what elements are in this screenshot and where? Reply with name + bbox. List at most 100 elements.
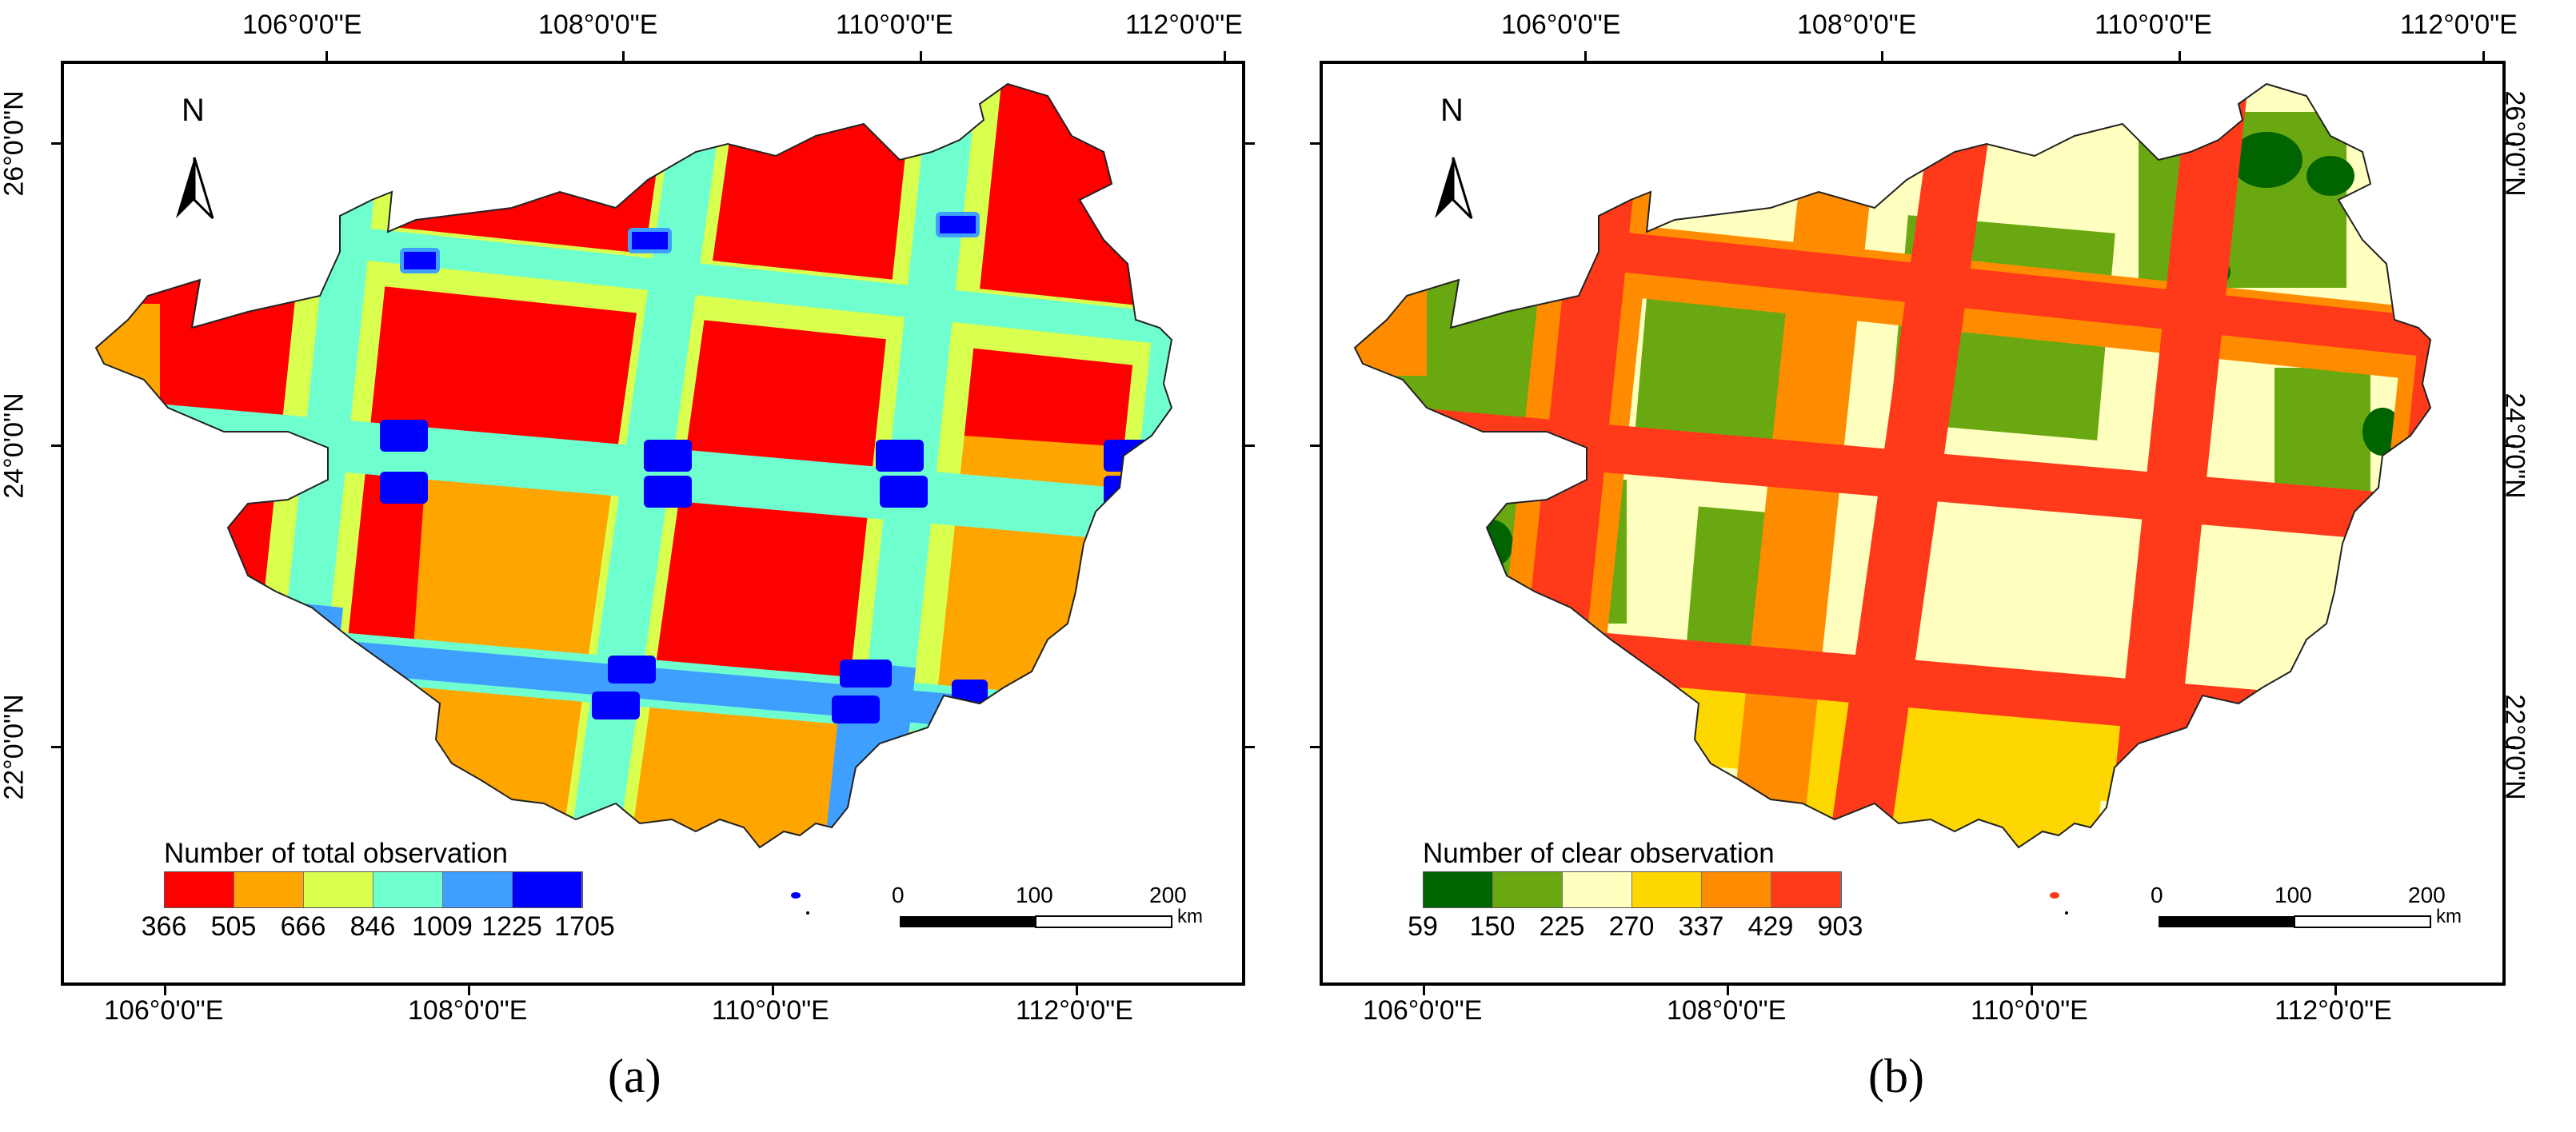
longitude-label: 108°0'0"E — [1797, 10, 1917, 40]
tick-mark — [2031, 986, 2033, 995]
legend-break-label: 59 — [1408, 911, 1438, 942]
longitude-label: 106°0'0"E — [104, 995, 224, 1026]
latitude-label: 24°0'0"N — [2499, 393, 2530, 499]
legend-title: Number of clear observation — [1423, 838, 1775, 869]
legend-swatch — [165, 872, 234, 907]
tick-mark — [1881, 51, 1883, 61]
map-b-graphic — [1353, 82, 2432, 928]
longitude-label: 108°0'0"E — [408, 995, 528, 1026]
legend-break-label: 846 — [349, 911, 396, 942]
legend-swatch — [1771, 872, 1841, 907]
legend-swatch — [443, 872, 513, 907]
legend-swatch — [234, 872, 304, 907]
legend-swatch — [1702, 872, 1771, 907]
tick-mark — [1310, 746, 1320, 748]
legend-break-label: 666 — [280, 911, 326, 942]
legend-color-bar — [164, 871, 583, 908]
north-arrow-icon — [1435, 157, 1473, 220]
tick-mark — [51, 746, 61, 748]
north-label: N — [1440, 93, 1464, 128]
longitude-label: 106°0'0"E — [1501, 10, 1621, 40]
longitude-label: 110°0'0"E — [1971, 995, 2088, 1026]
tick-mark — [1423, 986, 1425, 995]
longitude-label: 108°0'0"E — [538, 10, 658, 40]
tick-mark — [1310, 142, 1320, 145]
legend-swatch — [304, 872, 373, 907]
map-a-graphic — [94, 82, 1173, 928]
scale-tick-label: 200 — [1149, 883, 1187, 907]
tick-mark — [468, 986, 470, 995]
longitude-label: 110°0'0"E — [712, 995, 829, 1026]
longitude-label: 108°0'0"E — [1667, 995, 1787, 1026]
tick-mark — [2334, 986, 2337, 995]
tick-mark — [2506, 444, 2515, 447]
tick-mark — [1224, 51, 1226, 61]
legend-break-label: 429 — [1747, 911, 1794, 942]
legend-break-label: 225 — [1539, 911, 1585, 942]
map-panel-b: N Number of clear observation 59 150 225… — [1320, 61, 2506, 986]
scale-bar-icon — [2159, 915, 2431, 928]
scale-unit: km — [2436, 906, 2462, 927]
tick-mark — [1076, 986, 1078, 995]
tick-mark — [2482, 51, 2485, 61]
longitude-label: 106°0'0"E — [242, 10, 362, 40]
panel-caption-a: (a) — [608, 1050, 661, 1102]
map-panel-a: N Number of total observation 366 505 66… — [61, 61, 1245, 986]
tick-mark — [51, 142, 61, 145]
tick-mark — [1584, 51, 1587, 61]
tick-mark — [2179, 51, 2181, 61]
longitude-label: 110°0'0"E — [836, 10, 953, 40]
latitude-label: 26°0'0"N — [0, 90, 30, 197]
legend-break-label: 1225 — [481, 911, 542, 942]
scale-tick-label: 200 — [2408, 883, 2446, 907]
longitude-label: 112°0'0"E — [2400, 10, 2518, 40]
tick-mark — [325, 51, 328, 61]
longitude-label: 106°0'0"E — [1363, 995, 1483, 1026]
legend-title: Number of total observation — [164, 838, 508, 869]
legend-break-label: 270 — [1608, 911, 1655, 942]
tick-mark — [1245, 142, 1255, 145]
longitude-label: 112°0'0"E — [2274, 995, 2392, 1026]
tick-mark — [1310, 444, 1320, 447]
panel-caption-b: (b) — [1868, 1050, 1924, 1102]
latitude-label: 22°0'0"N — [0, 694, 30, 800]
legend-swatch — [1632, 872, 1702, 907]
scale-bar-icon — [900, 915, 1172, 928]
legend-break-label: 903 — [1817, 911, 1863, 942]
legend-swatch — [1563, 872, 1632, 907]
tick-mark — [164, 986, 166, 995]
legend-swatch — [513, 872, 582, 907]
tick-mark — [1727, 986, 1729, 995]
latitude-label: 26°0'0"N — [2499, 90, 2530, 197]
tick-mark — [920, 51, 922, 61]
legend-break-label: 337 — [1678, 911, 1724, 942]
legend-break-label: 1009 — [412, 911, 473, 942]
north-arrow-icon — [176, 157, 214, 220]
scale-tick-label: 0 — [892, 883, 905, 907]
north-label: N — [182, 93, 205, 128]
scale-tick-label: 100 — [1016, 883, 1053, 907]
legend-color-bar — [1423, 871, 1842, 908]
latitude-label: 24°0'0"N — [0, 393, 30, 499]
longitude-label: 110°0'0"E — [2095, 10, 2212, 40]
legend-swatch — [373, 872, 443, 907]
legend-break-label: 366 — [141, 911, 187, 942]
legend-break-label: 505 — [210, 911, 257, 942]
legend-swatch — [1493, 872, 1563, 907]
tick-mark — [51, 444, 61, 447]
tick-mark — [622, 51, 625, 61]
tick-mark — [1245, 746, 1255, 748]
legend-break-label: 1705 — [554, 911, 615, 942]
latitude-label: 22°0'0"N — [2499, 694, 2530, 800]
scale-tick-label: 100 — [2274, 883, 2312, 907]
tick-mark — [1245, 444, 1255, 447]
scale-tick-label: 0 — [2151, 883, 2163, 907]
longitude-label: 112°0'0"E — [1125, 10, 1243, 40]
tick-mark — [772, 986, 774, 995]
legend-swatch — [1424, 872, 1493, 907]
longitude-label: 112°0'0"E — [1016, 995, 1133, 1026]
legend-break-label: 150 — [1469, 911, 1516, 942]
tick-mark — [2506, 746, 2515, 748]
tick-mark — [2506, 142, 2515, 145]
scale-unit: km — [1177, 906, 1203, 927]
